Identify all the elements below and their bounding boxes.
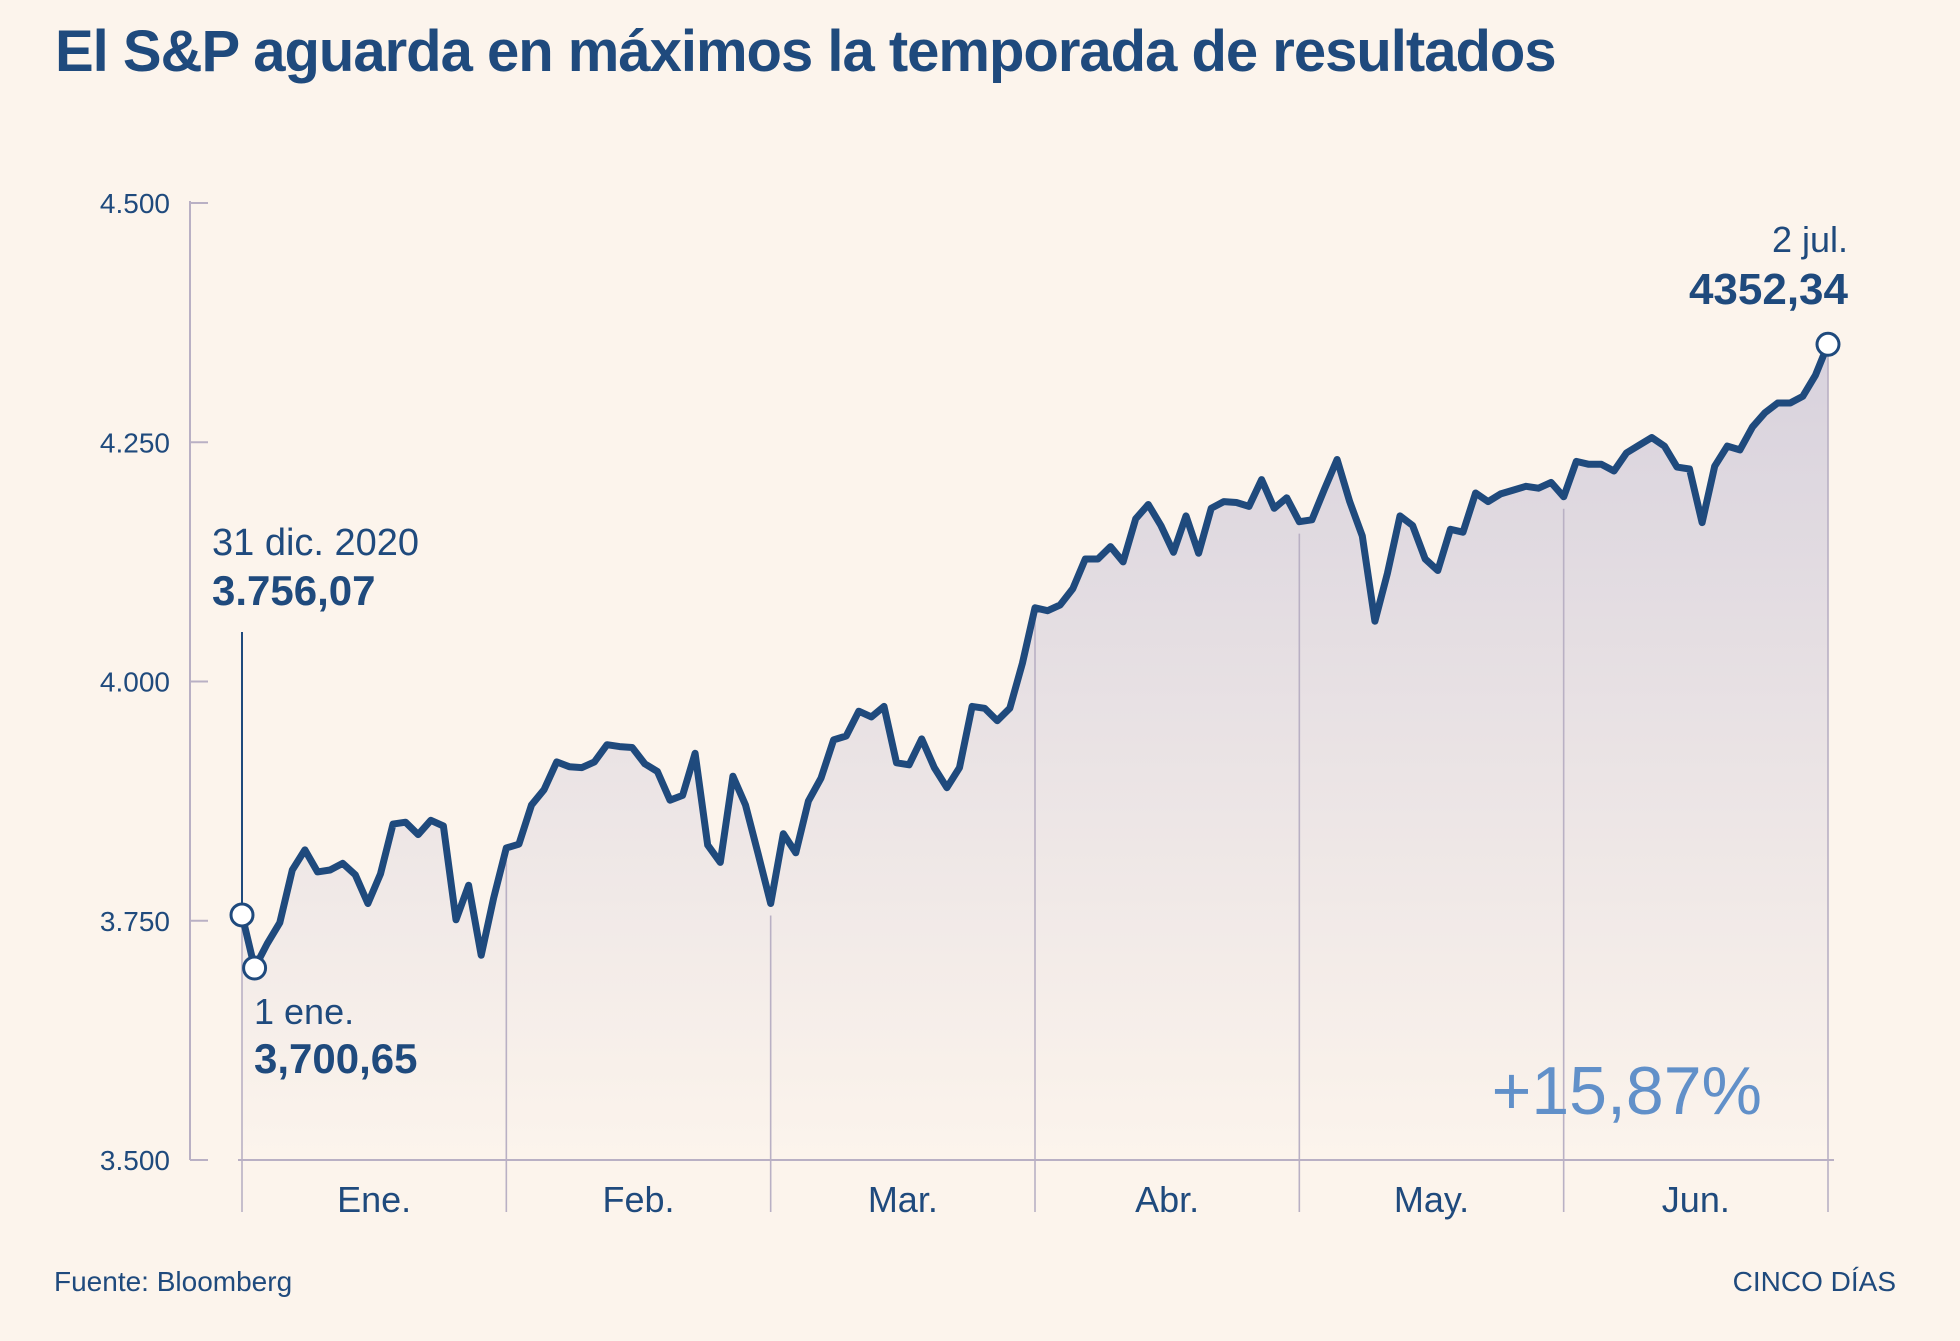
chart-title: El S&P aguarda en máximos la temporada d…	[55, 19, 1557, 84]
x-axis: Ene. Feb. Mar. Abr. May. Jun.	[238, 1159, 1834, 1220]
x-tick-label: Feb.	[602, 1179, 674, 1220]
y-tick-label: 3.750	[100, 906, 170, 937]
source-note: Fuente: Bloomberg	[54, 1266, 293, 1297]
low-point-marker	[242, 955, 268, 981]
start-value-label: 3.756,07	[212, 567, 376, 614]
start-point-marker	[229, 902, 255, 928]
x-tick-label: Abr.	[1135, 1179, 1199, 1220]
x-tick-label: Ene.	[337, 1179, 411, 1220]
y-tick-label: 4.000	[100, 667, 170, 698]
series-line	[238, 340, 1832, 972]
change-percent-label: +15,87%	[1492, 1053, 1762, 1129]
y-tick-label: 4.500	[100, 188, 170, 219]
brand-logo-text: CINCO DÍAS	[1732, 1266, 1896, 1297]
y-axis: 3.500 3.750 4.000 4.250 4.500	[100, 188, 208, 1176]
end-date-label: 2 jul.	[1772, 219, 1848, 260]
end-point-marker	[1815, 331, 1841, 357]
low-date-label: 1 ene.	[254, 991, 354, 1032]
y-tick-label: 3.500	[100, 1145, 170, 1176]
x-tick-label: May.	[1394, 1179, 1469, 1220]
low-value-label: 3,700,65	[254, 1035, 418, 1082]
end-value-label: 4352,34	[1689, 265, 1849, 314]
start-date-label: 31 dic. 2020	[212, 522, 419, 564]
y-tick-label: 4.250	[100, 427, 170, 458]
month-dividers	[241, 356, 1829, 1212]
x-tick-label: Mar.	[868, 1179, 938, 1220]
x-tick-label: Jun.	[1662, 1179, 1730, 1220]
